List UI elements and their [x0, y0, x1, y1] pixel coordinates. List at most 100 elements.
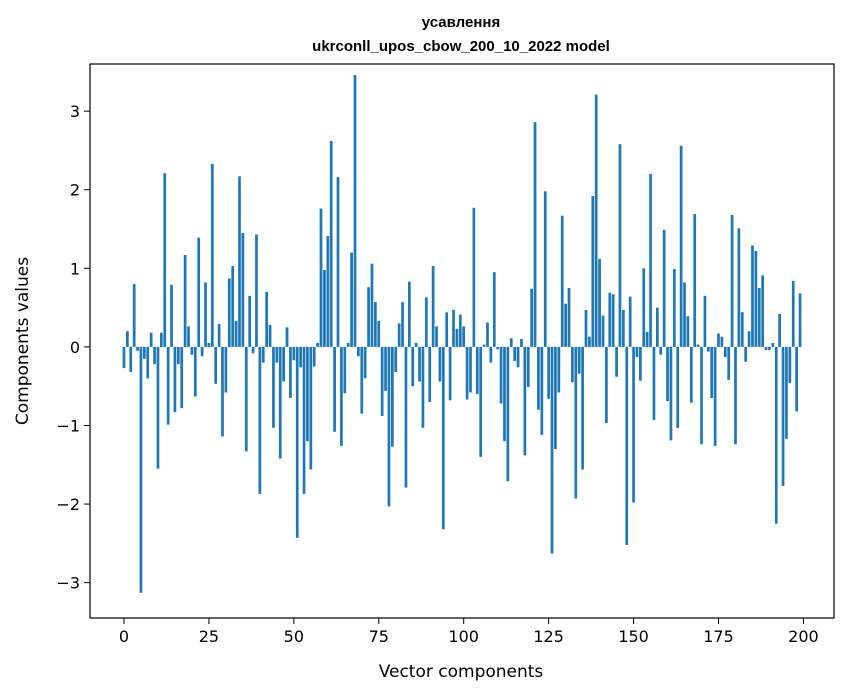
bar-27	[214, 346, 218, 384]
bar-1	[126, 331, 129, 347]
bar-196	[788, 346, 792, 384]
bar-138	[591, 196, 595, 347]
bar-56	[312, 346, 316, 367]
bar-193	[778, 313, 781, 347]
bar-23	[200, 346, 204, 357]
bar-18	[183, 254, 187, 347]
bar-176	[720, 336, 724, 347]
chart-title-line-1: усавлення	[422, 14, 500, 31]
bar-173	[710, 346, 714, 398]
bar-194	[781, 346, 785, 486]
bar-2	[129, 346, 133, 373]
x-tick-label: 75	[369, 627, 389, 646]
bar-35	[241, 232, 245, 347]
bar-104	[475, 346, 479, 395]
bar-26	[210, 163, 214, 347]
bar-158	[659, 346, 663, 355]
bar-34	[238, 176, 241, 347]
bar-40	[258, 346, 262, 494]
bar-79	[391, 346, 394, 447]
bar-17	[180, 346, 184, 409]
bar-80	[394, 346, 398, 373]
y-tick-label: 2	[70, 181, 80, 200]
bar-134	[577, 346, 581, 374]
bar-67	[350, 252, 353, 347]
bar-55	[309, 346, 313, 470]
bar-131	[567, 287, 571, 347]
bar-132	[571, 346, 574, 383]
bar-187	[757, 287, 761, 347]
bar-150	[632, 346, 635, 503]
bar-58	[319, 208, 323, 347]
x-tick-label: 175	[703, 627, 734, 646]
bar-153	[642, 268, 646, 347]
bar-82	[401, 302, 404, 347]
plot-area-frame	[89, 63, 835, 619]
y-tick-label: 0	[70, 338, 80, 357]
bar-146	[618, 144, 622, 347]
bar-54	[306, 346, 309, 442]
bar-15	[173, 346, 177, 413]
bar-45	[275, 346, 279, 363]
bar-68	[353, 75, 357, 347]
bar-160	[666, 346, 669, 402]
bar-6	[143, 346, 146, 359]
bar-59	[323, 269, 326, 347]
bar-184	[747, 331, 751, 347]
bar-149	[628, 296, 632, 347]
bar-190	[768, 346, 771, 351]
bar-85	[411, 346, 415, 387]
bar-123	[540, 346, 544, 435]
bar-139	[594, 94, 598, 347]
y-tick-label: −3	[56, 574, 80, 593]
bar-61	[329, 141, 333, 347]
bar-0	[122, 346, 126, 369]
bar-168	[693, 214, 697, 347]
bar-177	[723, 346, 727, 358]
bar-37	[248, 295, 252, 347]
bar-89	[424, 297, 428, 347]
bar-130	[564, 303, 567, 347]
bar-120	[530, 288, 533, 347]
bar-112	[503, 346, 506, 442]
x-tick-label: 0	[119, 627, 129, 646]
bar-199	[798, 293, 802, 347]
bar-162	[672, 269, 676, 347]
bar-182	[740, 312, 744, 347]
bar-30	[224, 346, 228, 393]
bar-77	[384, 346, 387, 391]
bar-69	[357, 346, 360, 357]
bar-48	[285, 327, 289, 347]
bar-76	[380, 346, 384, 417]
bar-171	[703, 295, 707, 347]
bar-133	[574, 346, 578, 499]
bar-10	[156, 346, 160, 469]
x-tick-label: 150	[618, 627, 649, 646]
bar-20	[190, 346, 194, 355]
bar-126	[550, 346, 554, 554]
bar-98	[455, 328, 459, 347]
bar-185	[751, 245, 754, 347]
bar-161	[669, 346, 673, 441]
bar-81	[397, 323, 401, 347]
bar-51	[295, 346, 299, 538]
bar-63	[336, 177, 340, 347]
bar-71	[363, 346, 367, 379]
bar-164	[679, 145, 683, 347]
bar-128	[557, 346, 561, 393]
bar-142	[605, 346, 608, 424]
bar-113	[506, 346, 510, 482]
y-tick-label: 3	[70, 102, 80, 121]
bar-167	[689, 346, 693, 403]
bar-159	[662, 229, 666, 347]
bar-73	[370, 263, 374, 347]
bar-57	[316, 342, 319, 347]
x-tick-label: 25	[199, 627, 219, 646]
bar-179	[730, 214, 734, 347]
bar-28	[217, 324, 221, 347]
bar-16	[176, 346, 180, 365]
bar-38	[251, 346, 255, 354]
bar-183	[744, 346, 748, 362]
bar-11	[159, 332, 163, 347]
